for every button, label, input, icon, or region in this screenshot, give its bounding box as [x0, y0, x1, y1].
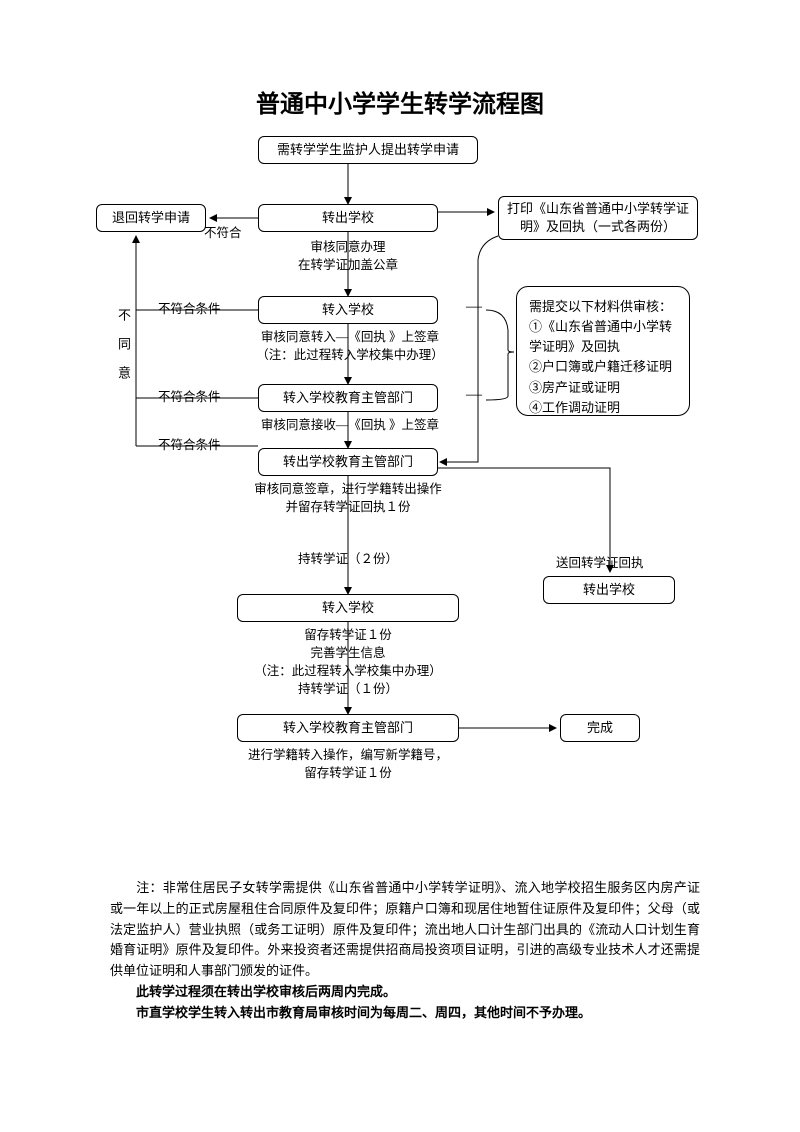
- lbl: 持转学证（２份）: [258, 550, 438, 568]
- mat-3: ③房产证或证明: [529, 378, 677, 398]
- dash-icon: —: [466, 386, 482, 404]
- t: 转出学校教育主管部门: [283, 453, 413, 471]
- mat-2: ②户口簿或户籍迁移证明: [529, 357, 677, 377]
- node-完成: 完成: [560, 714, 640, 742]
- lbl: 审核同意接收—《回执 》上签章: [245, 416, 455, 434]
- lbl: 并留存转学证回执１份: [232, 498, 464, 516]
- lbl-不符合条件1: 不符合条件: [158, 300, 221, 318]
- lbl: （注：此过程转入学校集中办理）: [245, 346, 455, 364]
- node-转入主管: 转入学校教育主管部门: [258, 384, 438, 412]
- lbl: 进行学籍转入操作，编写新学籍号，: [232, 746, 464, 764]
- node-转出主管: 转出学校教育主管部门: [258, 448, 438, 476]
- t: 转出学校: [322, 209, 374, 227]
- lbl: 留存转学证１份: [237, 626, 459, 644]
- t: 转入学校: [322, 301, 374, 319]
- t: 需转学学生监护人提出转学申请: [277, 141, 459, 159]
- note-p3: 市直学校学生转入转出市教育局审核时间为每周二、周四，其他时间不予办理。: [136, 1005, 591, 1020]
- page-title: 普通中小学学生转学流程图: [0, 84, 800, 119]
- t: 退回转学申请: [112, 209, 190, 227]
- t: 转出学校: [583, 581, 635, 599]
- mat-4: ④工作调动证明: [529, 398, 677, 418]
- node-转出回: 转出学校: [543, 576, 675, 604]
- lbl: 审核同意办理: [258, 238, 438, 256]
- node-转入学校2: 转入学校: [237, 594, 459, 622]
- t: 转入学校: [322, 599, 374, 617]
- lbl-不符合条件2: 不符合条件: [158, 388, 221, 406]
- dash-icon: —: [466, 298, 482, 316]
- mat-1: ①《山东省普通中小学转学证明》及回执: [529, 317, 677, 357]
- mat-head: 需提交以下材料供审核：: [529, 297, 677, 317]
- lbl: 在转学证加盖公章: [258, 256, 438, 274]
- t: 打印《山东省普通中小学转学证明》及回执（一式各两份）: [505, 200, 691, 236]
- node-转出学校: 转出学校: [258, 204, 438, 232]
- materials-box: 需提交以下材料供审核： ①《山东省普通中小学转学证明》及回执 ②户口簿或户籍迁移…: [516, 286, 690, 416]
- t: 转入学校教育主管部门: [283, 389, 413, 407]
- node-转入主管2: 转入学校教育主管部门: [237, 714, 459, 742]
- lbl-不同意: 不同意: [114, 308, 133, 395]
- lbl: 持转学证（１份）: [237, 680, 459, 698]
- t: 转入学校教育主管部门: [283, 719, 413, 737]
- node-申请: 需转学学生监护人提出转学申请: [258, 136, 478, 164]
- lbl: 审核同意签章，进行学籍转出操作: [232, 480, 464, 498]
- t: 完成: [587, 719, 613, 737]
- lbl: 留存转学证１份: [232, 764, 464, 782]
- node-退回: 退回转学申请: [96, 204, 206, 232]
- lbl: 完善学生信息: [237, 644, 459, 662]
- node-打印: 打印《山东省普通中小学转学证明》及回执（一式各两份）: [498, 196, 698, 240]
- lbl: 审核同意转入—《回执 》上签章: [245, 328, 455, 346]
- notes: 注：非常住居民子女转学需提供《山东省普通中小学转学证明》、流入地学校招生服务区内…: [110, 878, 700, 1024]
- note-p2: 此转学过程须在转出学校审核后两周内完成。: [136, 984, 396, 999]
- page: 普通中小学学生转学流程图 需转学学生监护人提出转学申请 转出学校 转入学校 转入…: [0, 0, 800, 1132]
- node-转入学校: 转入学校: [258, 296, 438, 324]
- lbl-送回: 送回转学证回执: [556, 554, 644, 572]
- lbl-不符合条件3: 不符合条件: [158, 436, 221, 454]
- note-p1: 注：非常住居民子女转学需提供《山东省普通中小学转学证明》、流入地学校招生服务区内…: [110, 880, 700, 978]
- lbl-不符合: 不符合: [204, 224, 242, 242]
- lbl: （注：此过程转入学校集中办理）: [237, 662, 459, 680]
